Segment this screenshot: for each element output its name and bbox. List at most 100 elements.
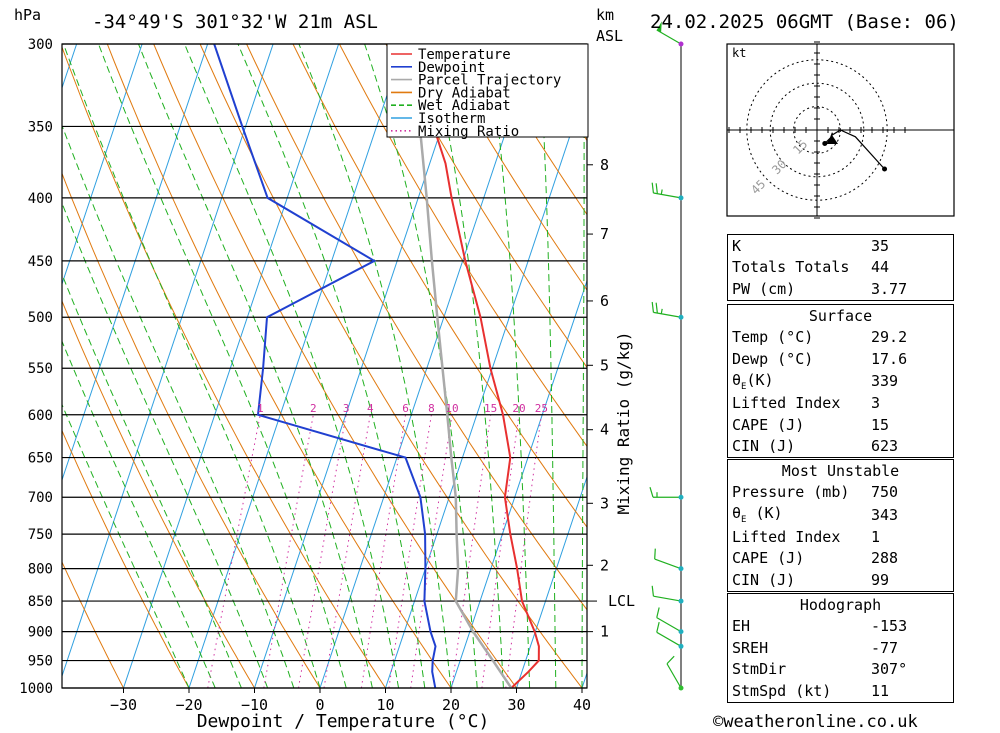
k-index-label: K [732, 236, 742, 255]
km-tick-label: 7 [600, 225, 609, 243]
dry-adiabat-line [385, 44, 587, 369]
wind-feather [651, 182, 655, 194]
x-axis-label: Dewpoint / Temperature (°C) [197, 711, 490, 732]
cin-value: 623 [871, 437, 899, 456]
mu-cape-label: CAPE (J) [732, 549, 805, 568]
surface-heading: Surface [808, 306, 873, 325]
totals-label: Totals Totals [732, 258, 850, 277]
wet-adiabat-line [298, 44, 452, 688]
wet-adiabat-line [581, 44, 585, 688]
dry-adiabat-line [62, 560, 124, 688]
wet-adiabat-line [138, 44, 373, 688]
eh-label: EH [732, 617, 751, 636]
wet-adiabat-line [62, 201, 269, 688]
totals-value: 44 [871, 258, 890, 277]
stmdir-value: 307° [871, 660, 908, 679]
k-index-value: 35 [871, 236, 890, 255]
km-tick-label: 8 [600, 156, 609, 174]
mixing-ratio-label: 20 [512, 402, 525, 415]
wet-adiabat-line [184, 44, 400, 688]
stmspd-value: 11 [871, 681, 890, 700]
indices-table: K 35 Totals Totals 44 PW (cm) 3.77 [727, 234, 954, 301]
wind-level-dot [678, 629, 684, 635]
pressure-tick-label: 550 [28, 361, 53, 377]
pressure-tick-label: 500 [28, 310, 53, 326]
sreh-value: -77 [871, 638, 899, 657]
dry-adiabat-line [106, 44, 452, 688]
wind-barb [653, 595, 682, 602]
wind-barb [656, 631, 682, 647]
most-unstable-table: Most Unstable Pressure (mb) 750 θE (K) 343… [727, 459, 954, 592]
km-tick-label: 4 [600, 421, 609, 439]
legend-box [386, 43, 589, 138]
wind-feather [651, 301, 655, 313]
wind-barb [666, 663, 682, 689]
wet-adiabat-line [62, 273, 242, 688]
wind-barb [656, 29, 682, 45]
wind-level-dot [678, 643, 684, 649]
mu-cape-value: 288 [871, 549, 899, 568]
wet-adiabat-line [62, 340, 216, 688]
mu-lifted-index-label: Lifted Index [732, 527, 841, 546]
temp-tick-label: 10 [376, 696, 394, 714]
mixing-ratio-label: 8 [428, 402, 435, 415]
totals-row: Totals Totals 44 [728, 257, 954, 279]
wind-level-dot [678, 494, 684, 500]
asl-label: ASL [596, 27, 623, 45]
wind-level-dot [678, 598, 684, 604]
legend-entry: Parcel Trajectory [418, 73, 561, 89]
mixing-ratio-label: 1 [257, 402, 264, 415]
pressure-tick-label: 950 [28, 654, 53, 670]
most-unstable-heading: Most Unstable [781, 461, 900, 480]
mixing-ratio-label: 6 [402, 402, 409, 415]
wet-adiabat-line [429, 44, 504, 688]
dry-adiabat-line [338, 44, 587, 448]
km-tick-label: 6 [600, 292, 609, 310]
cape-value: 15 [871, 415, 890, 434]
wind-level-dot [678, 314, 684, 320]
mixing-ratio-label: 25 [535, 402, 548, 415]
wind-half-feather [660, 189, 663, 195]
mu-theta-symbol: θ [732, 504, 742, 522]
wind-level-dot [678, 566, 684, 572]
mixing-ratio-label: 15 [484, 402, 497, 415]
wet-adiabat-line [62, 124, 295, 688]
theta-e-label: θE(K) [728, 370, 868, 393]
mixing-ratio-label: 4 [367, 402, 374, 415]
pw-row: PW (cm) 3.77 [728, 278, 954, 300]
isotherm-line [62, 44, 274, 678]
pw-label: PW (cm) [732, 279, 796, 298]
wet-adiabat-line [98, 44, 347, 688]
hodograph-heading: Hodograph [799, 595, 882, 614]
wind-half-feather [660, 308, 663, 314]
eh-value: -153 [871, 617, 908, 636]
isotherm-line [0, 7, 23, 714]
wind-barb [653, 192, 682, 199]
theta-unit: (K) [746, 370, 774, 389]
wet-adiabat-line [237, 44, 426, 688]
legend-entry: Dewpoint [418, 60, 485, 76]
pressure-tick-label: 750 [28, 527, 53, 543]
dry-adiabat-line [62, 172, 321, 688]
temp-tick-label: 20 [442, 696, 460, 714]
temp-tick-label: −10 [241, 696, 268, 714]
plot-frame [61, 43, 588, 689]
mixing-ratio-line [298, 414, 347, 688]
pressure-tick-label: 650 [28, 451, 53, 467]
lifted-index-label: Lifted Index [732, 394, 841, 413]
mixing-ratio-label: 2 [310, 402, 317, 415]
wind-level-dot [678, 685, 684, 691]
wind-barb [653, 311, 682, 318]
lcl-label: LCL [608, 592, 635, 610]
temp-tick-label: −20 [175, 696, 202, 714]
km-label: km [596, 6, 614, 24]
datetime-title: 24.02.2025 06GMT (Base: 06) [650, 11, 959, 33]
pressure-tick-label: 1000 [19, 681, 53, 697]
pressure-tick-label: 800 [28, 562, 53, 578]
mu-theta-unit: (K) [746, 504, 783, 522]
mixing-ratio-line [410, 414, 453, 688]
pressure-tick-label: 600 [28, 408, 53, 424]
mixing-ratio-line [323, 414, 371, 688]
